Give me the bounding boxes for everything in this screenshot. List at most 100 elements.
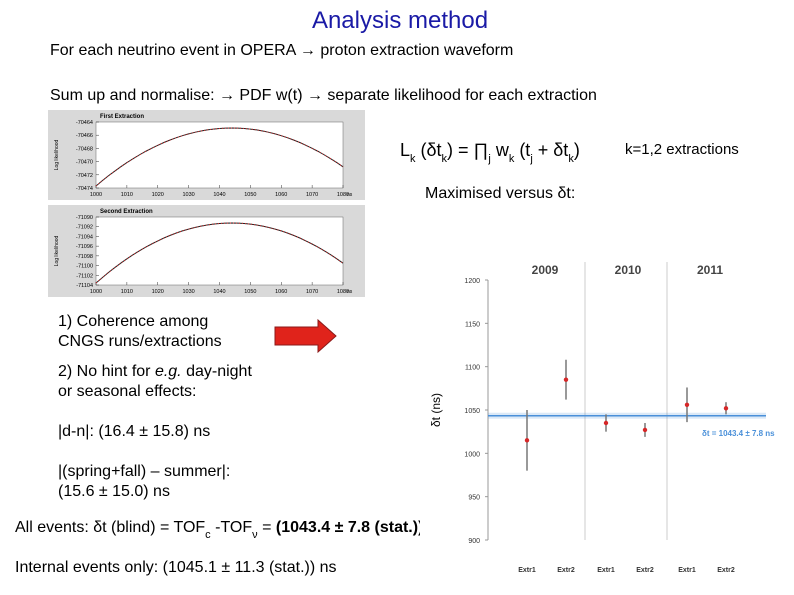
maximised-text: Maximised versus δt: bbox=[425, 185, 575, 202]
y-tick-label: 1000 bbox=[464, 451, 480, 458]
x-tick-label: 1030 bbox=[183, 289, 195, 295]
text-segment: k bbox=[410, 153, 416, 165]
x-tick-label: 1070 bbox=[306, 289, 318, 295]
plot-title: First Extraction bbox=[100, 114, 144, 120]
text-line: 1) Coherence among bbox=[58, 313, 208, 330]
data-point bbox=[603, 420, 609, 426]
text-line: or seasonal effects: bbox=[58, 383, 196, 400]
text-segment: ) = ∏ bbox=[447, 140, 488, 160]
y-tick-label: -70474 bbox=[76, 186, 93, 192]
text-segment: Internal events only: (1045.1 ± 11.3 (st… bbox=[15, 559, 337, 576]
slide-title: Analysis method bbox=[312, 7, 488, 34]
text-line: Sum up and normalise: → PDF w(t) → separ… bbox=[50, 87, 597, 104]
y-tick-label: -71090 bbox=[76, 215, 93, 221]
mean-label: δt = 1043.4 ± 7.8 ns bbox=[702, 429, 775, 438]
year-label: 2009 bbox=[532, 263, 559, 277]
text-segment: 2) No hint for bbox=[58, 363, 155, 380]
data-point bbox=[524, 438, 530, 443]
text-segment: j bbox=[487, 153, 490, 165]
data-point bbox=[563, 377, 569, 382]
y-axis-label: Log likelihood bbox=[54, 139, 60, 170]
x-unit: ns bbox=[347, 192, 353, 198]
x-tick-label: 1040 bbox=[213, 192, 225, 198]
text-line: Internal events only: (1045.1 ± 11.3 (st… bbox=[15, 559, 337, 576]
x-tick-label: 1010 bbox=[121, 192, 133, 198]
text-line: Lk (δtk) = ∏j wk (tj + δtk) bbox=[400, 140, 580, 165]
category-label: Extr2 bbox=[636, 567, 654, 574]
plot-area bbox=[95, 216, 344, 286]
text-segment: day-night bbox=[182, 363, 253, 380]
y-tick-label: -70472 bbox=[76, 173, 93, 179]
text-segment: = bbox=[258, 519, 276, 536]
y-tick-label: 1200 bbox=[464, 278, 480, 285]
text-segment: k bbox=[442, 153, 448, 165]
text-segment: k bbox=[509, 153, 515, 165]
text-line: CNGS runs/extractions bbox=[58, 333, 222, 350]
text-segment: (t bbox=[514, 140, 530, 160]
y-tick-label: 1050 bbox=[464, 408, 480, 415]
y-tick-label: -71102 bbox=[76, 273, 93, 279]
category-label: Extr1 bbox=[678, 567, 696, 574]
x-tick-label: 1080 bbox=[337, 192, 349, 198]
y-tick-label: 900 bbox=[468, 538, 480, 545]
y-axis-label: Log likelihood bbox=[54, 235, 60, 266]
text-segment: ν bbox=[252, 529, 258, 541]
x-tick-label: 1040 bbox=[213, 289, 225, 295]
x-tick-label: 1000 bbox=[90, 192, 102, 198]
text-segment: ) bbox=[574, 140, 580, 160]
category-label: Extr2 bbox=[557, 567, 575, 574]
text-segment: e.g. bbox=[155, 363, 182, 380]
year-label: 2011 bbox=[697, 263, 723, 277]
text-segment: All events: δt (blind) = TOF bbox=[15, 519, 205, 536]
x-tick-label: 1080 bbox=[337, 289, 349, 295]
x-unit: ns bbox=[347, 289, 353, 295]
x-tick-label: 1000 bbox=[90, 289, 102, 295]
x-tick-label: 1060 bbox=[275, 192, 287, 198]
x-tick-label: 1020 bbox=[152, 192, 164, 198]
data-point bbox=[684, 402, 690, 407]
y-tick-label: -70466 bbox=[76, 133, 93, 139]
text-segment: j bbox=[529, 153, 532, 165]
text-segment: (δt bbox=[416, 140, 442, 160]
text-segment: k bbox=[568, 153, 574, 165]
y-axis-label: δt (ns) bbox=[429, 393, 443, 427]
x-tick-label: 1020 bbox=[152, 289, 164, 295]
text-segment: For each neutrino event in OPERA → proto… bbox=[50, 42, 513, 59]
plot-title: Second Extraction bbox=[100, 209, 153, 215]
text-line: 2) No hint for e.g. day-night bbox=[58, 363, 252, 380]
text-segment: + δt bbox=[533, 140, 569, 160]
y-tick-label: -70464 bbox=[76, 120, 93, 126]
y-tick-label: -70468 bbox=[76, 146, 93, 152]
text-segment: or seasonal effects: bbox=[58, 383, 196, 400]
text-line: |(spring+fall) – summer|: bbox=[58, 463, 230, 480]
text-line: |d-n|: (16.4 ± 15.8) ns bbox=[58, 423, 210, 440]
text-segment: (15.6 ± 15.0) ns bbox=[58, 483, 170, 500]
text-segment: |d-n|: (16.4 ± 15.8) ns bbox=[58, 423, 210, 440]
category-label: Extr1 bbox=[518, 567, 536, 574]
red-arrow bbox=[274, 318, 337, 354]
y-tick-label: -71096 bbox=[76, 244, 93, 250]
x-tick-label: 1010 bbox=[121, 289, 133, 295]
y-tick-label: -70470 bbox=[76, 160, 93, 166]
text-segment: 1) Coherence among bbox=[58, 313, 208, 330]
x-tick-label: 1060 bbox=[275, 289, 287, 295]
y-tick-label: -71092 bbox=[76, 225, 93, 231]
text-segment: L bbox=[400, 140, 410, 160]
category-label: Extr2 bbox=[717, 567, 735, 574]
data-point bbox=[642, 427, 648, 433]
y-tick-label: -71098 bbox=[76, 254, 93, 260]
formula-note: k=1,2 extractions bbox=[625, 141, 739, 158]
y-tick-label: 950 bbox=[468, 495, 480, 502]
plot-area bbox=[95, 121, 344, 189]
likelihood-points bbox=[95, 222, 344, 284]
text-segment: w bbox=[491, 140, 510, 160]
data-point bbox=[723, 406, 729, 411]
text-segment: c bbox=[205, 529, 211, 541]
text-line: All events: δt (blind) = TOFc -TOFν = (1… bbox=[15, 519, 447, 541]
text-segment: Sum up and normalise: → PDF w(t) → separ… bbox=[50, 87, 597, 104]
x-tick-label: 1030 bbox=[183, 192, 195, 198]
y-tick-label: 1100 bbox=[465, 365, 480, 372]
y-tick-label: -71104 bbox=[76, 283, 93, 289]
category-label: Extr1 bbox=[597, 567, 615, 574]
